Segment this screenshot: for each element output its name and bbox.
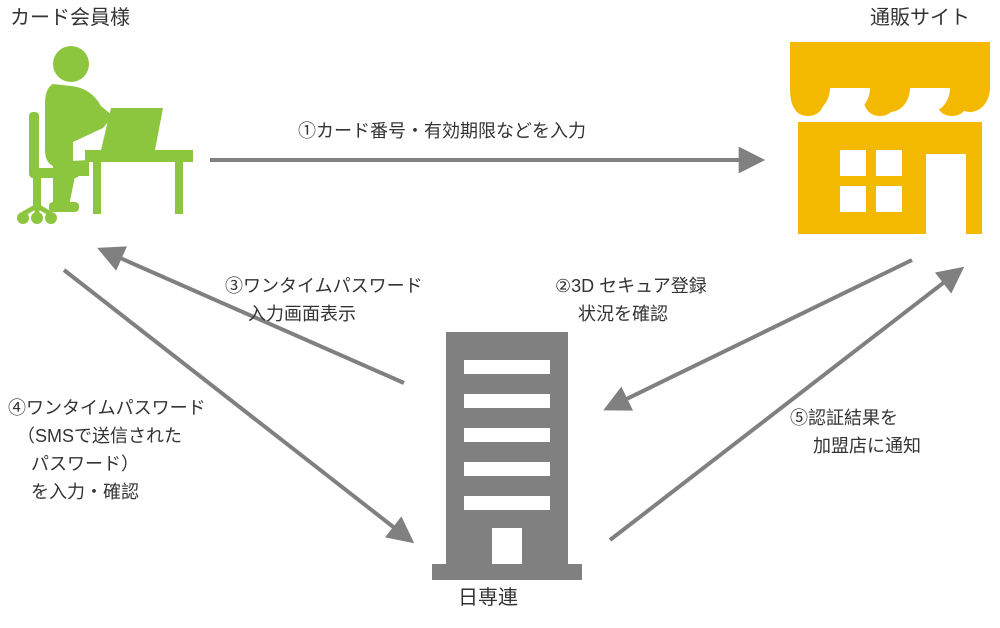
member-title: カード会員様: [10, 8, 130, 28]
step-1: ①カード番号・有効期限などを入力: [298, 118, 586, 146]
step-2-line1: ②3D セキュア登録: [555, 276, 707, 296]
shop-icon: [790, 42, 990, 237]
step-2-line2: 状況を確認: [555, 304, 668, 324]
issuer-building-icon: [432, 332, 582, 580]
step-3-line1: ③ワンタイムパスワード: [225, 276, 423, 296]
step-5: ⑤認証結果を 加盟店に通知: [790, 405, 921, 461]
step-4-line1: ④ワンタイムパスワード: [8, 398, 206, 418]
step-4-line3: パスワード）: [8, 454, 139, 474]
cardmember-icon: [15, 42, 195, 227]
step-2: ②3D セキュア登録 状況を確認: [555, 273, 707, 329]
step-5-line1: ⑤認証結果を: [790, 408, 898, 428]
step-5-line2: 加盟店に通知: [790, 436, 921, 456]
step-4: ④ワンタイムパスワード （SMSで送信された パスワード） を入力・確認: [8, 395, 206, 507]
diagram-stage: カード会員様 通販サイト 日専連: [0, 0, 1000, 628]
step-3-line2: 入力画面表示: [225, 304, 356, 324]
shop-title: 通販サイト: [870, 8, 970, 28]
issuer-title: 日専連: [458, 588, 518, 608]
step-4-line2: （SMSで送信された: [8, 426, 182, 446]
step-3: ③ワンタイムパスワード 入力画面表示: [225, 273, 423, 329]
step-4-line4: を入力・確認: [8, 482, 139, 502]
